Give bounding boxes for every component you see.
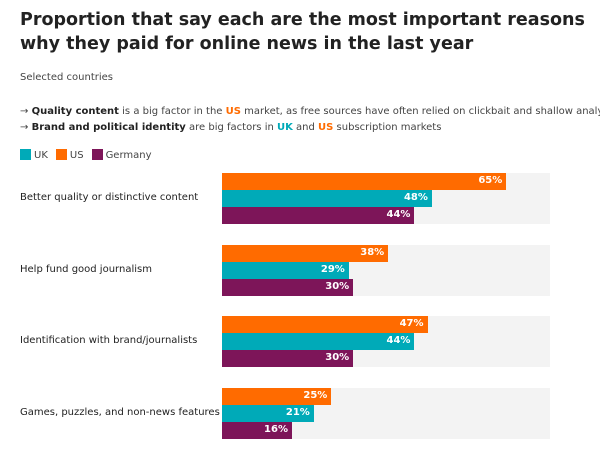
note-bold: Quality content <box>31 106 119 117</box>
data-label: 16% <box>264 424 288 435</box>
bar-uk: 44% <box>222 333 415 350</box>
note-bold: Brand and political identity <box>31 122 186 133</box>
note-text: are big factors in <box>185 122 277 133</box>
category-label: Identification with brand/journalists <box>20 334 198 346</box>
bar-us: 47% <box>222 316 428 333</box>
legend-item-germany: Germany <box>91 149 152 161</box>
category-label: Help fund good journalism <box>20 263 152 275</box>
data-label: 21% <box>285 407 310 418</box>
legend-item-us: US <box>55 149 84 161</box>
legend-label: UK <box>34 150 48 161</box>
data-label: 44% <box>386 335 411 346</box>
category-label: Better quality or distinctive content <box>20 191 199 203</box>
data-label: 29% <box>320 264 345 275</box>
note-text: and <box>292 122 319 133</box>
bar-uk: 48% <box>222 190 432 207</box>
legend-label: US <box>69 150 84 161</box>
data-label: 38% <box>360 247 385 258</box>
data-label: 30% <box>325 281 350 292</box>
note-highlight-us: US <box>225 106 241 117</box>
data-label: 25% <box>303 390 328 401</box>
bar-us: 65% <box>222 173 507 190</box>
note-text: is a big factor in the <box>118 106 226 117</box>
note-highlight-us: US <box>318 122 334 133</box>
data-label: 47% <box>399 318 424 329</box>
bar-germany: 30% <box>222 350 354 367</box>
note-brand: → Brand and political identity are big f… <box>20 122 441 133</box>
data-label: 44% <box>386 209 411 220</box>
data-label: 30% <box>325 352 350 363</box>
bar-germany: 30% <box>222 279 354 296</box>
arrow-icon: → <box>20 106 29 117</box>
legend-swatch <box>20 149 31 160</box>
chart-subtitle: Selected countries <box>20 72 113 83</box>
bar-germany: 16% <box>222 422 292 439</box>
note-text: market, as free sources have often relie… <box>240 106 600 117</box>
note-quality: → Quality content is a big factor in the… <box>20 106 600 117</box>
note-highlight-uk: UK <box>277 122 293 133</box>
data-label: 48% <box>403 192 428 203</box>
category-label: Games, puzzles, and non-news features <box>20 406 220 418</box>
bar-us: 25% <box>222 388 332 405</box>
arrow-icon: → <box>20 122 29 133</box>
bar-uk: 29% <box>222 262 349 279</box>
bar-germany: 44% <box>222 207 415 224</box>
legend-swatch <box>55 149 67 160</box>
bar-uk: 21% <box>222 405 314 422</box>
legend-item-uk: UK <box>20 149 48 161</box>
legend: UK US Germany <box>20 149 152 161</box>
legend-label: Germany <box>105 150 152 161</box>
data-label: 65% <box>478 175 503 186</box>
legend-swatch <box>91 149 103 160</box>
chart-title: Proportion that say each are the most im… <box>20 10 585 54</box>
note-text: subscription markets <box>333 122 442 133</box>
bar-us: 38% <box>222 245 389 262</box>
